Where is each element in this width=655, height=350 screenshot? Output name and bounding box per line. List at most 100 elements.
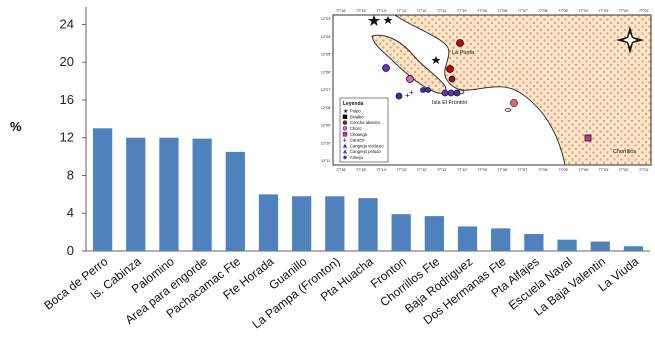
map-lon-label-bottom: 77°04' — [578, 168, 588, 172]
bar — [590, 241, 610, 251]
map-lon-label-top: 77°08' — [498, 9, 508, 13]
map-lon-label-top: 77°05' — [558, 9, 568, 13]
y-axis-label: % — [10, 119, 22, 134]
map-lon-label-bottom: 77°10' — [457, 168, 467, 172]
y-axis: 0 4 8 12 16 20 24 — [60, 7, 650, 258]
inset-map: 77°16' 77°15' 77°14' 77°13' 77°12' 77°11' 77°1… — [321, 9, 652, 172]
map-lat-label: 12°11' — [321, 159, 331, 163]
bar — [192, 138, 212, 251]
map-lat-label: 12°03' — [321, 17, 331, 21]
bar — [258, 194, 279, 251]
compass-rose-icon — [616, 26, 644, 54]
concha-abanico-marker — [510, 99, 518, 107]
species-markers: + + — [368, 15, 592, 142]
legend-symbol-icon: + — [343, 138, 347, 145]
bar — [325, 196, 345, 251]
map-lon-label-top: 77°09' — [477, 9, 487, 13]
legend-symbol-icon — [342, 114, 348, 120]
legend-title: Leyenda — [343, 101, 364, 107]
map-lat-label: 12°06' — [321, 70, 331, 74]
bar — [491, 228, 511, 251]
place-label-la-punta: La Punta — [452, 50, 475, 56]
bars-group — [92, 128, 644, 251]
legend-item-label: Caracol — [350, 138, 364, 143]
bar — [225, 151, 245, 251]
concha-abanico-marker — [446, 65, 454, 73]
bar — [424, 216, 444, 251]
y-tick-label: 24 — [60, 16, 74, 31]
y-tick-label: 16 — [60, 92, 74, 107]
map-lon-label-top: 77°10' — [457, 9, 467, 13]
legend-box — [339, 97, 389, 163]
map-lon-label-top: 77°16' — [336, 9, 346, 13]
map-lon-label-bottom: 77°01' — [639, 168, 649, 172]
cangrejo-marker — [395, 92, 403, 100]
map-lon-label-bottom: 77°14' — [376, 168, 386, 172]
legend-item-label: Choro — [350, 126, 362, 131]
mainland-shape — [393, 14, 652, 166]
caracol-marker: + — [405, 91, 410, 100]
map-lon-label-top: 77°14' — [376, 9, 386, 13]
map-lon-label-bottom: 77°05' — [558, 168, 568, 172]
pulpo-marker — [383, 16, 393, 24]
map-lon-label-top: 77°01' — [639, 9, 649, 13]
map-lat-label: 12°09' — [321, 124, 331, 128]
map-lon-label-bottom: 77°07' — [518, 168, 528, 172]
legend-item-label: Concha abanico — [350, 120, 381, 125]
map-lon-label-top: 77°06' — [538, 9, 548, 13]
legend-item-label: Cangrejo peludo — [350, 149, 381, 154]
place-label-fronton: Isla El Frontón — [432, 100, 467, 106]
map-lon-label-top: 77°15' — [356, 9, 366, 13]
pulpo-marker — [431, 56, 441, 64]
legend-item-label: Choanga — [350, 132, 368, 137]
almeja-marker — [382, 64, 390, 72]
legend-symbol-icon — [342, 149, 348, 154]
map-lat-label: 12°08' — [321, 106, 331, 110]
choanga-marker — [584, 134, 592, 142]
y-tick-label: 0 — [67, 243, 74, 258]
map-lon-label-bottom: 77°03' — [599, 168, 609, 172]
cangrejo-marker — [420, 87, 426, 93]
map-lat-label: 12°10' — [321, 141, 331, 145]
bar — [126, 137, 146, 251]
almeja-marker — [441, 89, 449, 97]
legend-symbol-icon — [342, 126, 348, 131]
bar — [92, 128, 113, 251]
bar — [457, 226, 478, 251]
bar — [524, 234, 544, 251]
map-lon-label-bottom: 77°09' — [477, 168, 487, 172]
map-lon-label-top: 77°04' — [578, 9, 588, 13]
map-lat-label: 12°07' — [321, 88, 331, 92]
legend-item-label: Almeja — [350, 155, 363, 160]
map-lon-label-top: 77°07' — [518, 9, 528, 13]
legend-symbol-icon — [342, 155, 348, 160]
y-tick-label: 20 — [60, 54, 74, 69]
choro-marker — [406, 75, 414, 83]
map-lon-label-top: 77°12' — [417, 9, 427, 13]
map-lat-label: 12°05' — [321, 53, 331, 57]
bar — [159, 137, 179, 251]
y-tick-label: 12 — [60, 130, 74, 145]
pulpo-marker — [368, 15, 380, 26]
bar — [557, 239, 577, 251]
map-lon-label-bottom: 77°06' — [538, 168, 548, 172]
map-lon-label-top: 77°03' — [599, 9, 609, 13]
bar — [292, 196, 312, 251]
map-lat-label: 12°04' — [321, 35, 331, 39]
map-lon-label-top: 77°11' — [437, 9, 447, 13]
map-lon-label-bottom: 77°15' — [356, 168, 366, 172]
y-tick-label: 8 — [67, 167, 74, 182]
bar — [391, 214, 411, 251]
inset-map-coordinates: 77°16' 77°15' 77°14' 77°13' 77°12' 77°11' 77°1… — [321, 9, 649, 172]
caracol-marker: + — [409, 88, 414, 97]
map-lon-label-bottom: 77°12' — [417, 168, 427, 172]
bar — [358, 198, 378, 251]
bar — [623, 246, 644, 251]
map-lon-label-top: 77°02' — [619, 9, 629, 13]
place-label-chorrillos: Chorrillos — [613, 149, 636, 155]
almeja-marker — [447, 89, 455, 97]
legend-symbol-icon — [342, 143, 348, 148]
